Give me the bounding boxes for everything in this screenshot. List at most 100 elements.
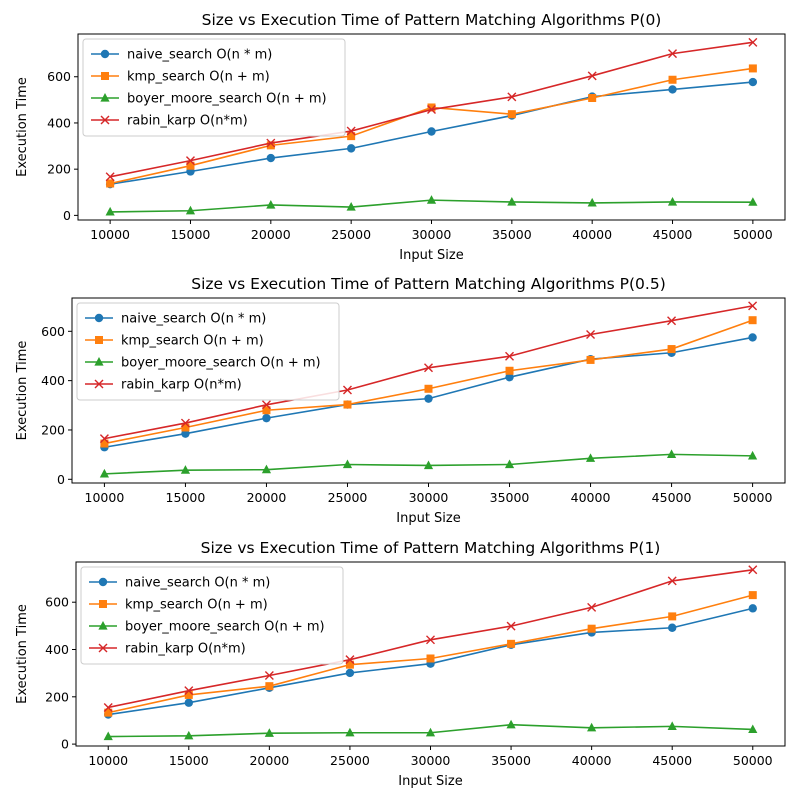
- data-point: [668, 75, 677, 84]
- data-point: [265, 682, 274, 691]
- data-point: [667, 196, 678, 206]
- data-point-stroke-b: [427, 105, 436, 115]
- x-tick-label: 45000: [653, 227, 693, 242]
- legend-marker: [94, 357, 104, 366]
- legend-item-0: naive_search O(n * m): [85, 312, 266, 327]
- data-point: [186, 161, 195, 170]
- series-3: [99, 301, 758, 444]
- series-2: [99, 449, 758, 478]
- legend-item-2: boyer_moore_search O(n + m): [85, 356, 321, 371]
- x-axis-label: Input Size: [396, 511, 460, 526]
- data-point: [667, 721, 677, 730]
- x-tick-label: 20000: [249, 753, 289, 768]
- legend-box: [82, 38, 346, 137]
- data-point-stroke-b: [667, 576, 677, 586]
- data-point: [184, 730, 194, 740]
- data-point: [103, 702, 113, 712]
- data-point: [262, 406, 271, 415]
- data-point: [185, 205, 196, 215]
- data-point: [748, 333, 757, 342]
- legend-marker-stroke-b: [100, 115, 110, 125]
- data-point-stroke-b: [748, 565, 758, 575]
- data-point: [586, 355, 595, 364]
- legend-label: boyer_moore_search O(n + m): [127, 92, 327, 107]
- data-point: [185, 156, 195, 166]
- data-point: [184, 690, 193, 699]
- data-point-stroke-b: [586, 330, 596, 340]
- data-point: [668, 623, 677, 632]
- y-tick-label: 600: [47, 69, 71, 84]
- data-point: [181, 423, 190, 432]
- legend-item-1: kmp_search O(n + m): [91, 70, 270, 85]
- data-point: [668, 612, 677, 621]
- data-point-stroke-b: [667, 316, 677, 326]
- data-point: [266, 138, 276, 148]
- y-tick-label: 0: [57, 472, 65, 487]
- data-point: [262, 413, 271, 423]
- data-point: [748, 64, 757, 73]
- series-0: [100, 333, 757, 452]
- data-point: [105, 206, 115, 216]
- y-tick-label: 400: [47, 115, 71, 130]
- data-point-stroke-b: [342, 385, 352, 395]
- data-point: [667, 345, 676, 354]
- legend-item-0: naive_search O(n * m): [89, 576, 270, 591]
- x-tick-label: 20000: [251, 227, 291, 242]
- legend-label: naive_search O(n * m): [121, 312, 266, 327]
- data-point: [507, 196, 517, 206]
- data-point: [506, 621, 516, 631]
- x-tick-label: 15000: [166, 490, 206, 505]
- legend-marker: [94, 313, 104, 323]
- series-3: [105, 37, 758, 182]
- series-2: [105, 195, 758, 216]
- legend-item-3: rabin_karp O(n*m): [89, 642, 246, 657]
- data-point: [667, 576, 677, 586]
- data-point: [666, 449, 677, 458]
- data-point-stroke-b: [748, 301, 758, 311]
- data-point: [345, 655, 355, 665]
- series-3: [103, 565, 758, 712]
- x-tick-label: 45000: [652, 753, 692, 768]
- chart-title: Size vs Execution Time of Pattern Matchi…: [191, 275, 666, 293]
- data-point: [587, 722, 597, 732]
- data-point: [99, 468, 110, 478]
- legend-marker: [94, 379, 104, 389]
- data-point: [103, 731, 113, 741]
- data-point: [507, 92, 517, 102]
- legend-item-3: rabin_karp O(n*m): [91, 114, 248, 129]
- data-point: [342, 385, 352, 395]
- series-1: [104, 591, 757, 717]
- data-point: [427, 105, 436, 115]
- data-point-stroke-b: [264, 671, 274, 681]
- data-point: [346, 144, 356, 153]
- legend-label: rabin_karp O(n*m): [121, 378, 242, 393]
- data-point: [668, 85, 677, 94]
- data-point: [748, 77, 758, 87]
- x-tick-label: 50000: [733, 753, 773, 768]
- data-point: [507, 110, 516, 119]
- data-point-stroke-b: [587, 602, 597, 612]
- legend-box: [80, 566, 344, 665]
- x-axis-label: Input Size: [398, 774, 462, 789]
- chart-panel-0: Size vs Execution Time of Pattern Matchi…: [15, 11, 786, 263]
- data-point-stroke-b: [103, 702, 113, 712]
- data-point: [266, 199, 276, 209]
- legend-marker: [98, 621, 108, 630]
- legend-marker: [95, 336, 103, 344]
- series-1: [106, 64, 757, 188]
- data-point: [184, 698, 193, 707]
- data-point: [424, 363, 433, 373]
- legend-marker: [99, 600, 107, 608]
- y-tick-label: 400: [45, 642, 69, 657]
- data-point-stroke-b: [266, 138, 276, 148]
- data-point-stroke-b: [184, 686, 194, 696]
- data-point: [345, 660, 354, 669]
- data-point: [505, 366, 514, 375]
- data-point-stroke-b: [99, 434, 109, 444]
- data-point: [180, 465, 191, 474]
- data-point-stroke-b: [185, 156, 195, 166]
- data-point: [668, 49, 678, 59]
- legend-label: naive_search O(n * m): [127, 48, 272, 63]
